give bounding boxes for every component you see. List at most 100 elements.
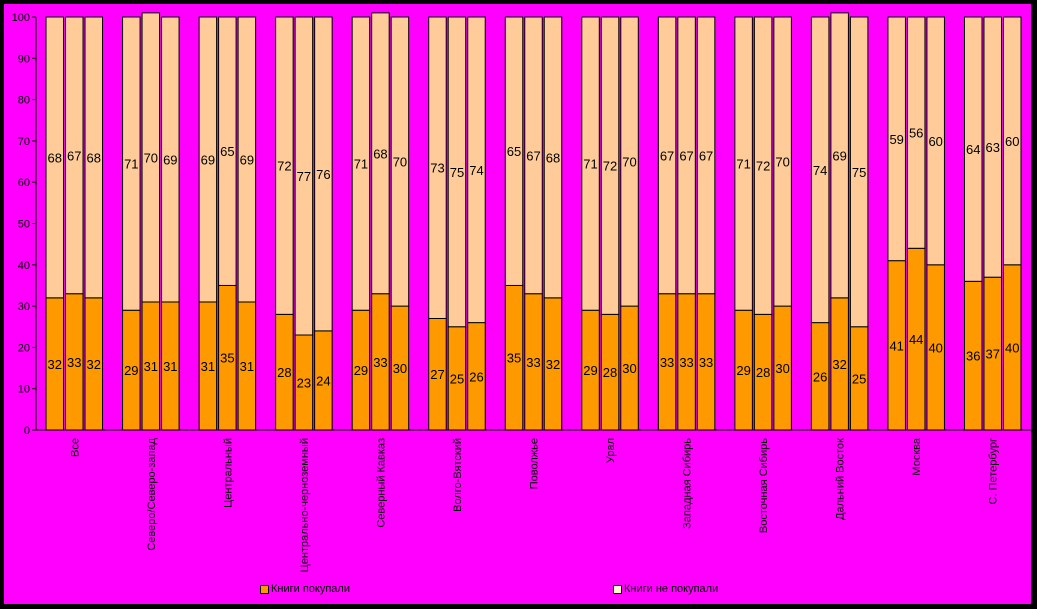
data-label-bought: 41 (889, 338, 903, 353)
bar-segment-not-bought (218, 16, 237, 286)
data-label-not-bought: 73 (430, 161, 444, 176)
legend-item-not-bought: Книги не покупали (613, 583, 718, 595)
data-label-bought: 32 (546, 357, 560, 372)
data-label-not-bought: 67 (660, 148, 674, 163)
bar-segment-not-bought (849, 16, 869, 328)
data-label-not-bought: 65 (507, 144, 521, 159)
data-label-bought: 31 (240, 359, 254, 374)
category-label: Волго-Вятский (452, 438, 464, 512)
data-label-not-bought: 60 (928, 134, 942, 149)
data-label-not-bought: 68 (87, 150, 101, 165)
category-label: Северо/Северо-запад (146, 437, 158, 550)
bar-segment-not-bought (677, 16, 696, 295)
bar-segment-not-bought (371, 12, 390, 295)
data-label-bought: 40 (928, 340, 942, 355)
category-label: Центрально-черноземный (299, 438, 311, 572)
data-label-bought: 44 (909, 332, 923, 347)
data-label-bought: 25 (852, 371, 866, 386)
y-tick-label: 0 (24, 425, 30, 437)
bar-segment-not-bought (161, 16, 180, 303)
bar-segment-not-bought (428, 16, 447, 319)
y-tick-label: 80 (18, 95, 30, 107)
data-label-bought: 30 (393, 361, 407, 376)
bar-segment-not-bought (543, 16, 563, 299)
bar-segment-not-bought (830, 12, 849, 299)
bar-segment-not-bought (773, 16, 792, 307)
data-label-bought: 31 (163, 359, 177, 374)
data-label-not-bought: 68 (546, 150, 560, 165)
data-label-not-bought: 69 (240, 152, 254, 167)
y-tick-label: 10 (18, 384, 30, 396)
data-label-not-bought: 76 (316, 167, 330, 182)
data-label-not-bought: 72 (756, 159, 770, 174)
category-label: Поволжье (529, 438, 541, 489)
bar-segment-not-bought (122, 16, 141, 311)
data-label-bought: 40 (1005, 340, 1019, 355)
bar-segment-not-bought (198, 16, 218, 303)
legend-swatch-not-bought (613, 584, 622, 594)
data-label-not-bought: 67 (526, 148, 540, 163)
y-tick-label: 70 (18, 136, 30, 148)
category-label: Центральный (222, 438, 234, 508)
bar-segment-not-bought (983, 16, 1002, 278)
data-label-bought: 29 (583, 363, 597, 378)
bar-segment-not-bought (734, 16, 753, 311)
bar-segment-not-bought (314, 16, 333, 332)
legend-label-not-bought: Книги не покупали (624, 583, 719, 595)
category-label: Москва (911, 437, 923, 475)
data-label-bought: 32 (48, 357, 62, 372)
y-tick-label: 20 (18, 342, 30, 354)
data-label-bought: 33 (679, 355, 693, 370)
data-label-not-bought: 67 (699, 148, 713, 163)
bar-segment-not-bought (294, 16, 314, 336)
data-label-bought: 33 (699, 355, 713, 370)
bar-segment-not-bought (657, 16, 677, 295)
category-label: Все (69, 438, 81, 457)
data-label-bought: 31 (144, 359, 158, 374)
data-label-not-bought: 71 (354, 157, 368, 172)
data-label-not-bought: 59 (889, 132, 903, 147)
data-label-bought: 32 (832, 357, 846, 372)
y-tick-label: 50 (18, 219, 30, 231)
data-label-bought: 33 (373, 355, 387, 370)
data-label-bought: 36 (966, 349, 980, 364)
data-label-bought: 35 (220, 351, 234, 366)
data-label-not-bought: 70 (144, 150, 158, 165)
data-label-not-bought: 65 (220, 144, 234, 159)
data-label-bought: 26 (469, 369, 483, 384)
data-label-not-bought: 67 (679, 148, 693, 163)
data-label-not-bought: 68 (48, 150, 62, 165)
data-label-not-bought: 64 (966, 142, 980, 157)
legend-swatch-bought (260, 584, 269, 594)
category-label: С. Петербург (988, 438, 1000, 504)
data-label-bought: 30 (622, 361, 636, 376)
y-tick-label: 40 (18, 260, 30, 272)
data-label-not-bought: 71 (124, 157, 138, 172)
data-label-bought: 23 (297, 376, 311, 391)
bar-segment-not-bought (390, 16, 410, 307)
data-label-not-bought: 69 (832, 148, 846, 163)
data-label-bought: 29 (124, 363, 138, 378)
bar-segment-not-bought (275, 16, 294, 315)
bar-segment-not-bought (1002, 16, 1022, 266)
data-label-bought: 25 (450, 371, 464, 386)
data-label-not-bought: 74 (469, 163, 483, 178)
data-label-not-bought: 74 (813, 163, 827, 178)
data-label-not-bought: 70 (622, 155, 636, 170)
legend-label-bought: Книги покупали (271, 583, 350, 595)
bar-segment-not-bought (65, 16, 84, 295)
data-label-bought: 37 (985, 347, 999, 362)
data-label-bought: 35 (507, 351, 521, 366)
data-label-not-bought: 70 (393, 155, 407, 170)
bar-segment-not-bought (524, 16, 543, 295)
bar-segment-not-bought (600, 16, 620, 315)
category-label: Восточная Сибирь (758, 438, 770, 533)
legend-item-bought: Книги покупали (260, 583, 350, 595)
bar-segment-not-bought (467, 16, 486, 324)
data-label-not-bought: 60 (1005, 134, 1019, 149)
data-label-bought: 27 (430, 367, 444, 382)
bar-segment-not-bought (620, 16, 639, 307)
data-label-bought: 26 (813, 369, 827, 384)
